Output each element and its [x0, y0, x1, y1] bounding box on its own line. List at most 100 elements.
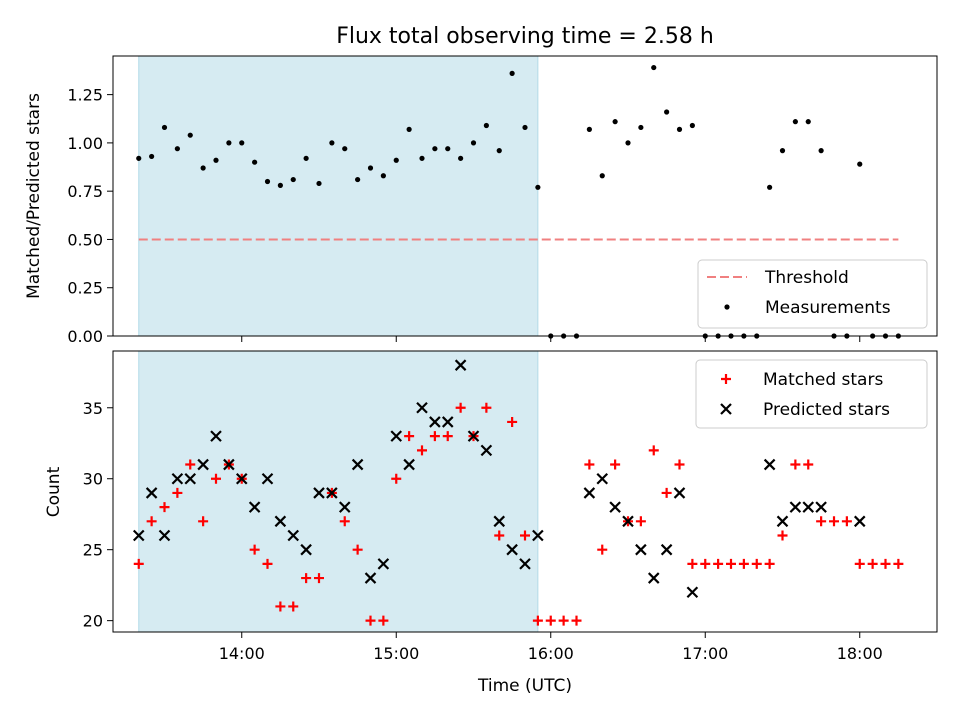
predicted-star-point-27: [480, 444, 493, 457]
predicted-star-point-7: [223, 458, 235, 471]
top-legend-box: [697, 259, 928, 329]
matched-star-point-51: [790, 459, 801, 470]
measurement-point-25: [458, 155, 464, 161]
measurement-point-17: [355, 176, 361, 183]
predicted-star-point-12: [287, 529, 300, 542]
measurement-point-13: [303, 155, 309, 161]
measurement-point-16: [342, 146, 348, 152]
top-y-tick-label-2: 0.50: [67, 230, 103, 249]
matched-star-point-30: [520, 530, 530, 541]
top-y-tick-label-0: 0.00: [67, 327, 103, 346]
measurement-point-4: [187, 132, 193, 138]
top-y-tick-label-3: 0.75: [67, 182, 103, 201]
predicted-star-point-1: [145, 487, 158, 499]
matched-star-point-5: [198, 516, 209, 527]
predicted-star-point-24: [441, 416, 454, 428]
bottom-legend: Matched stars Predicted stars: [695, 359, 928, 429]
matched-star-point-1: [146, 516, 157, 527]
measurement-point-7: [226, 140, 232, 146]
matched-star-point-25: [455, 402, 466, 413]
matched-star-point-14: [314, 573, 324, 584]
predicted-star-point-13: [300, 543, 312, 556]
measurement-point-49: [767, 184, 773, 190]
predicted-star-point-19: [377, 558, 390, 570]
matched-star-point-43: [687, 558, 698, 569]
bottom-y-tick-label-1: 25: [83, 541, 103, 560]
measurement-point-52: [805, 119, 811, 125]
matched-star-point-28: [494, 530, 505, 541]
matched-star-point-57: [867, 558, 878, 569]
predicted-star-point-33: [596, 472, 609, 485]
matched-star-point-42: [674, 459, 685, 470]
predicted-star-point-40: [686, 586, 699, 599]
matched-star-point-49: [764, 558, 775, 569]
matched-star-point-23: [429, 431, 440, 442]
predicted-star-point-5: [197, 458, 209, 471]
matched-star-point-41: [661, 487, 672, 498]
bottom-shaded-span: [138, 350, 539, 633]
predicted-star-point-46: [853, 515, 866, 528]
measurement-point-30: [522, 124, 528, 131]
matched-star-point-2: [159, 502, 170, 513]
matched-star-point-17: [352, 544, 363, 555]
predicted-star-point-22: [416, 401, 428, 414]
x-axis-label: Time (UTC): [477, 676, 572, 696]
matched-star-point-9: [249, 544, 260, 555]
matched-star-point-36: [597, 544, 608, 555]
measurement-point-18: [367, 165, 374, 171]
predicted-star-point-0: [132, 529, 145, 542]
matched-star-point-13: [301, 573, 312, 584]
predicted-star-point-29: [506, 543, 518, 556]
predicted-star-point-37: [647, 572, 660, 584]
bottom-y-tick-label-0: 20: [83, 612, 103, 631]
bottom-panel: 20 25 30 35 14:00 15:00 16:00 17:00 18:00 Matched…: [83, 350, 938, 663]
matched-star-point-54: [829, 516, 839, 527]
measurement-point-23: [432, 146, 438, 152]
measurement-point-42: [676, 126, 683, 132]
predicted-star-point-32: [583, 487, 596, 499]
bottom-plot-frame: [112, 350, 938, 633]
measurements-legend-label: Measurements: [765, 298, 891, 318]
matched-star-point-16: [339, 516, 350, 527]
x-tick-label-1: 15:00: [373, 644, 419, 663]
matched-star-point-29: [507, 416, 518, 427]
top-shaded-span: [138, 55, 539, 337]
matched-star-point-53: [816, 516, 827, 527]
measurement-point-24: [445, 146, 451, 152]
matched-star-point-19: [378, 615, 389, 626]
predicted-star-point-6: [210, 430, 222, 442]
predicted-star-point-8: [235, 472, 248, 485]
matched-star-point-59: [893, 558, 904, 569]
predicted-star-point-4: [184, 472, 197, 485]
predicted-star-point-21: [403, 458, 415, 471]
measurement-point-56: [857, 161, 863, 167]
measurement-point-31: [535, 184, 541, 190]
matched-star-point-48: [751, 558, 762, 569]
x-tick-label-2: 16:00: [528, 644, 574, 663]
matched-star-point-37: [610, 459, 621, 470]
threshold-legend-label: Threshold: [764, 268, 849, 288]
predicted-star-point-25: [454, 359, 467, 371]
measurement-point-35: [586, 126, 592, 132]
measurement-point-21: [406, 126, 412, 132]
predicted-star-point-44: [802, 501, 815, 513]
predicted-star-point-16: [338, 501, 351, 513]
top-panel: 0.00 0.25 0.50 0.75 1.00 1.25 Threshold Measure…: [67, 55, 938, 346]
measurement-point-14: [316, 180, 322, 187]
predicted-star-point-15: [326, 487, 338, 499]
measurements-legend-swatch: [724, 304, 730, 310]
matched-star-point-22: [417, 445, 427, 456]
top-plot-frame: [112, 55, 938, 337]
predicted-star-point-26: [467, 430, 480, 442]
matched-star-point-31: [532, 615, 543, 626]
measurement-point-20: [393, 157, 399, 163]
predicted-star-point-42: [776, 515, 789, 528]
measurement-point-39: [638, 124, 644, 131]
measurement-point-5: [200, 165, 206, 171]
measurement-point-40: [651, 64, 657, 71]
predicted-star-point-36: [635, 543, 647, 556]
bottom-y-tick-label-3: 35: [83, 399, 103, 418]
predicted-star-point-23: [429, 416, 441, 428]
top-y-tick-label-4: 1.00: [67, 134, 103, 153]
